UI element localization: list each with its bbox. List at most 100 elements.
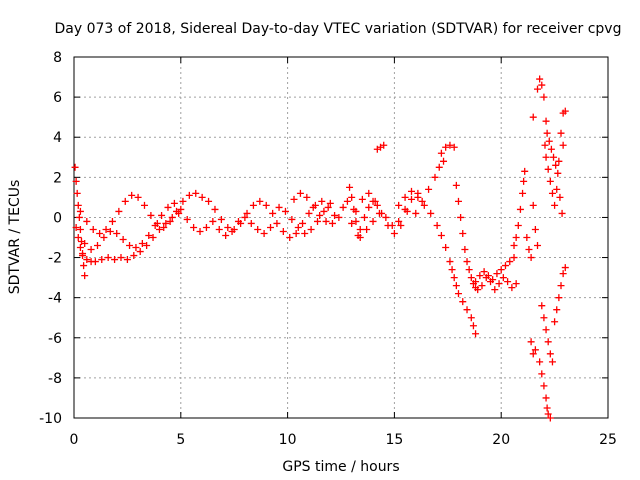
data-point [538, 81, 546, 89]
data-point [512, 234, 520, 241]
data-point [74, 234, 82, 241]
data-point [531, 225, 539, 233]
data-point [418, 197, 426, 205]
data-point [87, 246, 95, 254]
data-point [523, 234, 531, 241]
data-point [553, 185, 561, 193]
data-point [296, 189, 304, 197]
data-point [215, 225, 223, 233]
data-point [373, 201, 381, 209]
data-point [544, 410, 552, 418]
data-point [72, 177, 80, 185]
data-point [89, 225, 97, 233]
data-point [437, 149, 445, 157]
data-point [448, 266, 456, 274]
data-point [538, 302, 546, 310]
data-point [520, 177, 528, 185]
data-point [459, 229, 467, 237]
data-point [346, 183, 354, 191]
data-point [348, 219, 356, 227]
axis-ticks: 0 5 10 15 20 25 -10 -8 -6 -4 -2 0 2 4 6 8 [39, 50, 617, 448]
data-point [543, 129, 551, 137]
data-point [480, 268, 488, 276]
data-point [552, 161, 560, 169]
data-point [93, 242, 101, 250]
data-point [301, 229, 309, 237]
data-point [556, 193, 564, 201]
data-point [75, 213, 83, 221]
data-point [414, 193, 422, 201]
data-point [561, 264, 569, 272]
data-point [254, 225, 262, 233]
data-point [478, 282, 486, 290]
data-point [555, 294, 563, 302]
data-point [547, 145, 555, 153]
data-point [198, 193, 206, 201]
data-point [559, 141, 567, 149]
data-point [108, 217, 116, 225]
data-point [275, 203, 283, 211]
data-point [162, 219, 170, 227]
data-point [260, 229, 268, 237]
data-point [375, 209, 383, 217]
data-point [363, 225, 371, 233]
y-tick-label: 8 [53, 50, 62, 66]
data-point [425, 185, 433, 193]
data-point [472, 330, 480, 338]
data-point [558, 209, 566, 217]
data-point [98, 256, 106, 264]
data-point [106, 227, 114, 235]
data-point [314, 217, 322, 225]
x-tick-label: 15 [385, 432, 403, 448]
data-point [269, 209, 277, 217]
data-point [388, 221, 396, 229]
data-point [74, 201, 82, 209]
data-point [382, 213, 390, 221]
data-point [205, 197, 213, 205]
data-point [130, 252, 138, 260]
data-point [91, 258, 99, 266]
data-point [136, 248, 144, 256]
data-point [318, 197, 326, 205]
data-point [71, 163, 79, 171]
data-point [395, 201, 403, 209]
data-point [102, 225, 110, 233]
data-point [545, 137, 553, 145]
plot-frame [73, 56, 609, 419]
data-point [247, 219, 255, 227]
data-point [371, 197, 379, 205]
data-point [548, 189, 556, 197]
data-point [450, 143, 458, 151]
y-axis-label: SDTVAR / TECUs [7, 180, 23, 295]
data-point [407, 195, 415, 203]
y-tick-label: 0 [53, 210, 62, 226]
data-point [431, 173, 439, 181]
data-point [525, 246, 533, 254]
y-tick-label: -6 [48, 331, 62, 347]
data-point [273, 219, 281, 227]
data-point [437, 231, 445, 239]
data-point [557, 129, 565, 137]
data-point [160, 223, 168, 231]
data-point [281, 207, 289, 215]
data-point [554, 169, 562, 177]
data-point [241, 213, 249, 221]
data-point [185, 191, 193, 199]
data-point [420, 201, 428, 209]
data-point [335, 213, 343, 221]
y-tick-label: -8 [48, 371, 62, 387]
data-point [307, 225, 315, 233]
data-point [454, 290, 462, 298]
data-point [395, 217, 403, 225]
data-point [76, 225, 84, 233]
data-point [222, 231, 230, 239]
data-point [467, 274, 475, 282]
data-point [179, 197, 187, 205]
chart-title: Day 073 of 2018, Sidereal Day-to-day VTE… [55, 21, 622, 37]
data-point [303, 193, 311, 201]
data-point [151, 221, 159, 229]
data-point [401, 193, 409, 201]
data-point [546, 177, 554, 185]
data-point [454, 197, 462, 205]
data-point [104, 254, 112, 262]
